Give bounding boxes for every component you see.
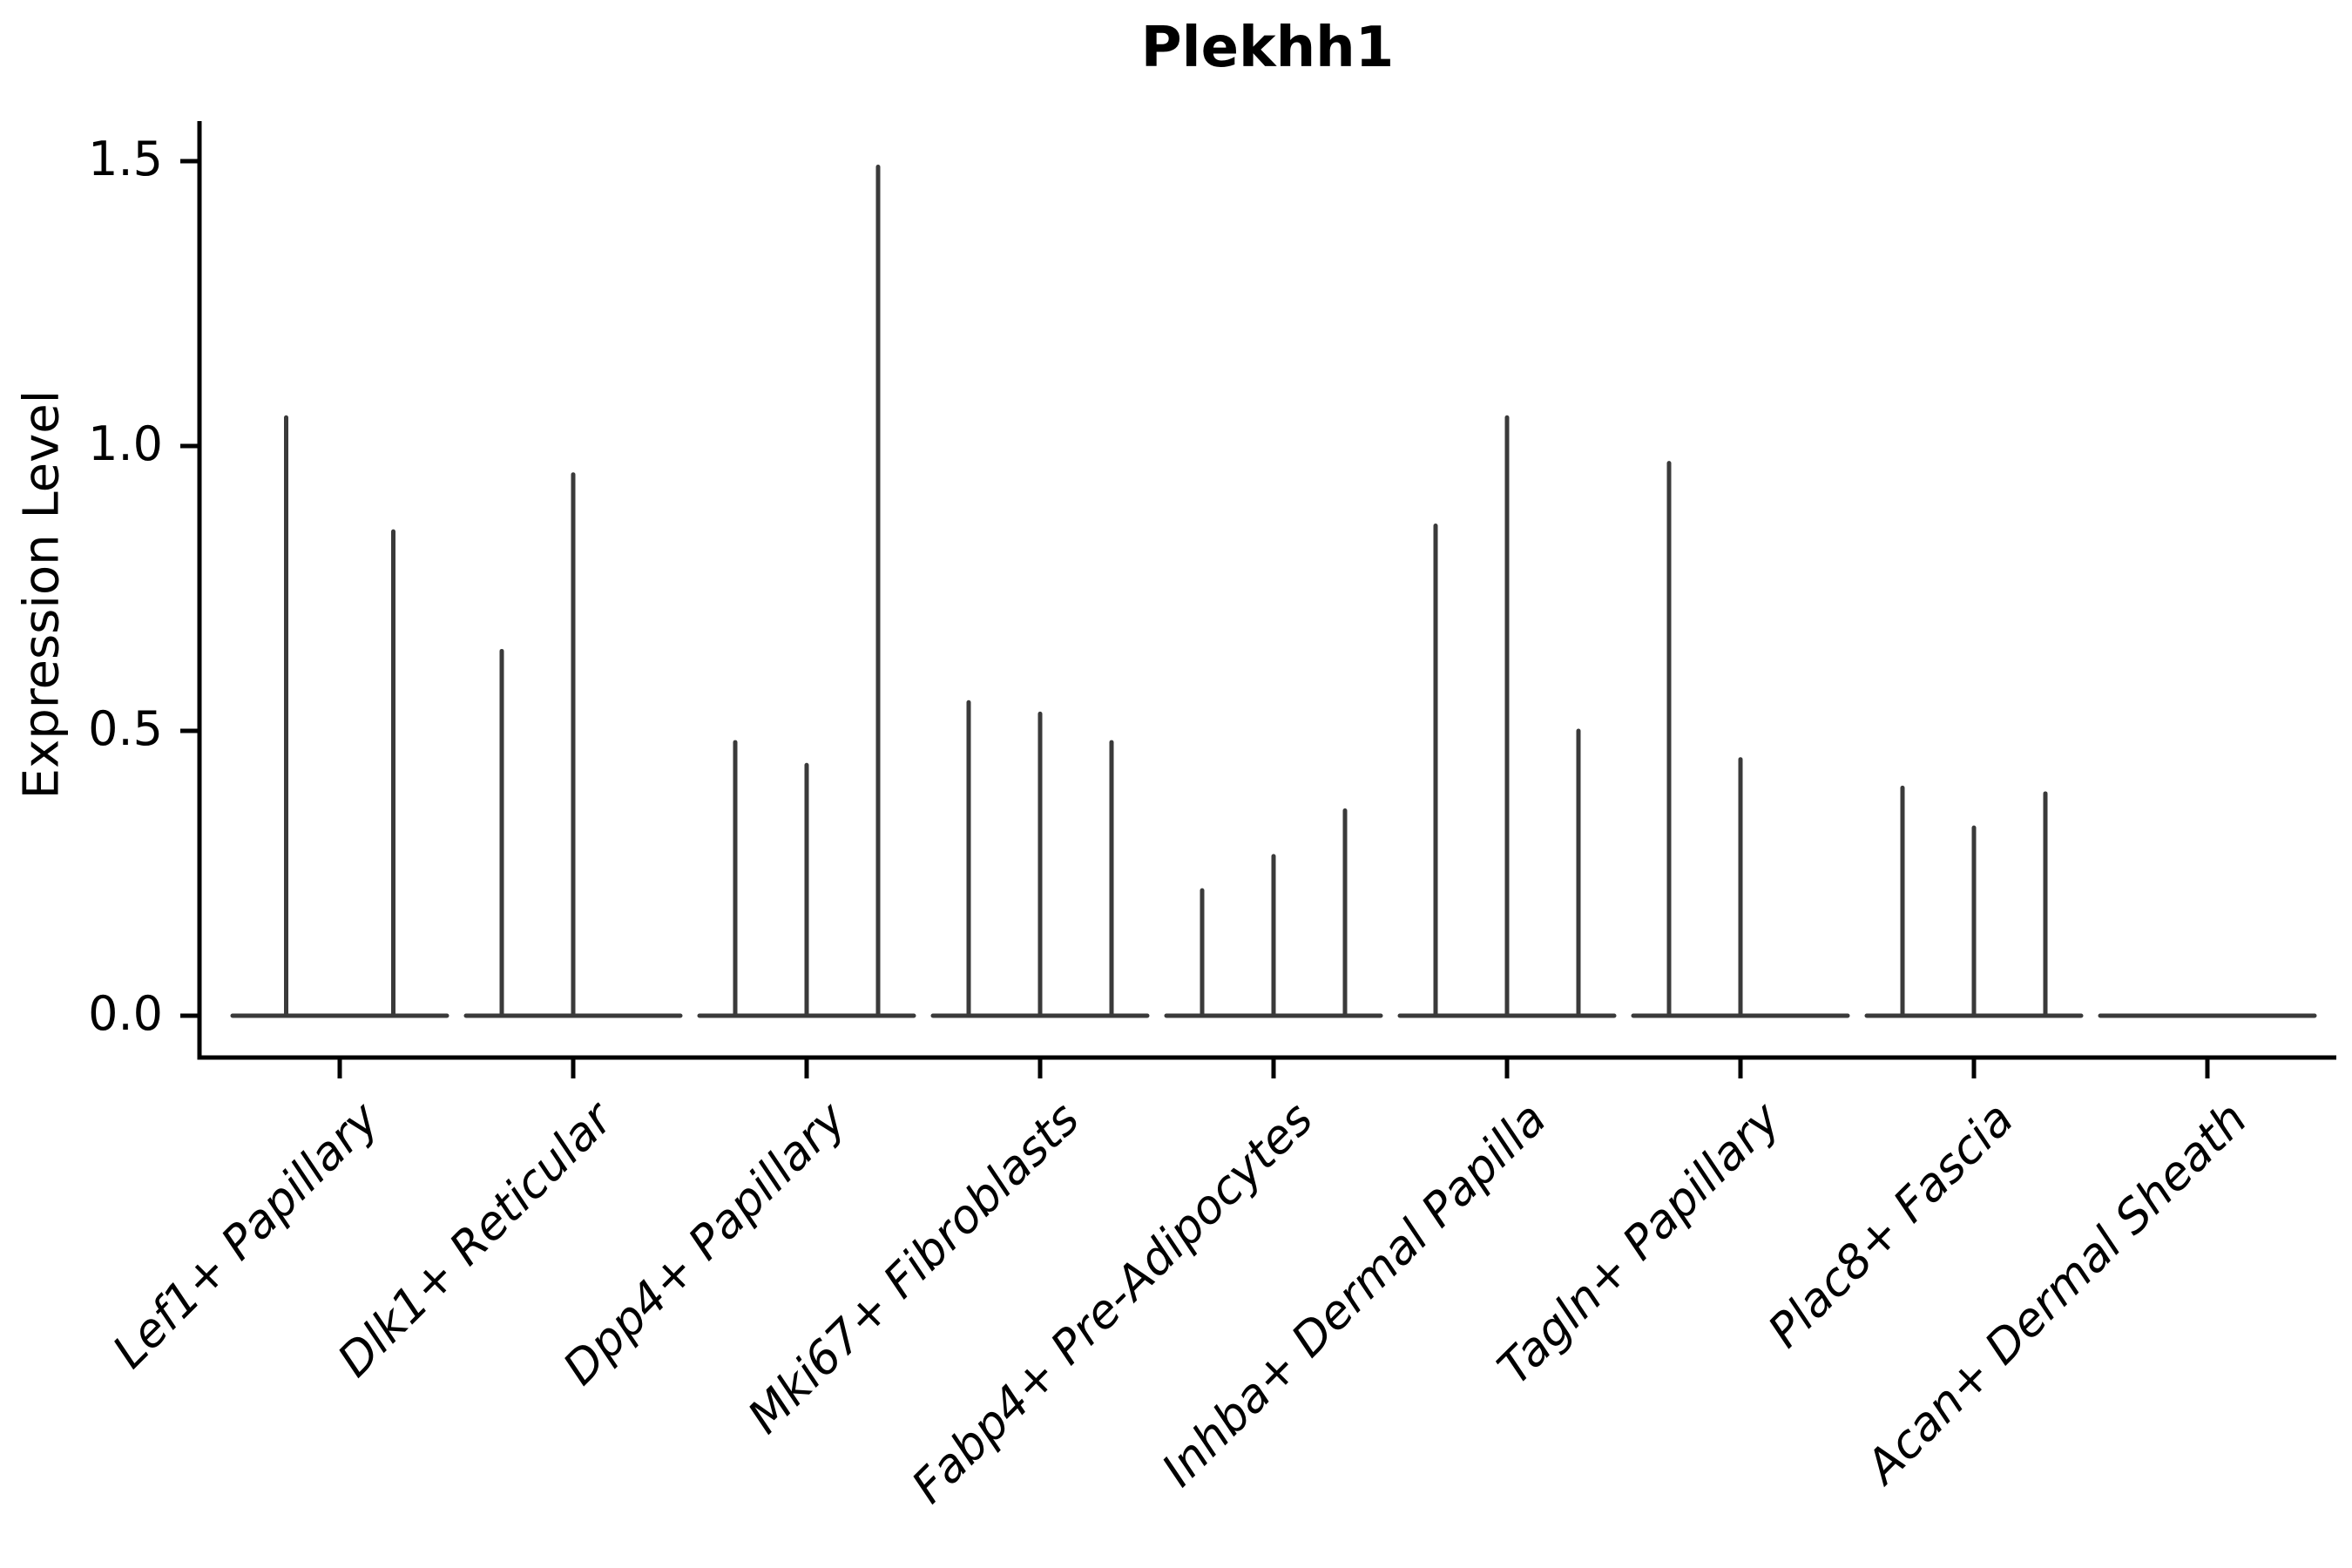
chart-title: Plekhh1: [1140, 16, 1395, 80]
y-tick-label: 0.0: [88, 985, 163, 1041]
y-tick-label: 0.5: [88, 700, 163, 756]
y-tick-label: 1.0: [88, 416, 163, 471]
y-tick-label: 1.5: [88, 131, 163, 186]
